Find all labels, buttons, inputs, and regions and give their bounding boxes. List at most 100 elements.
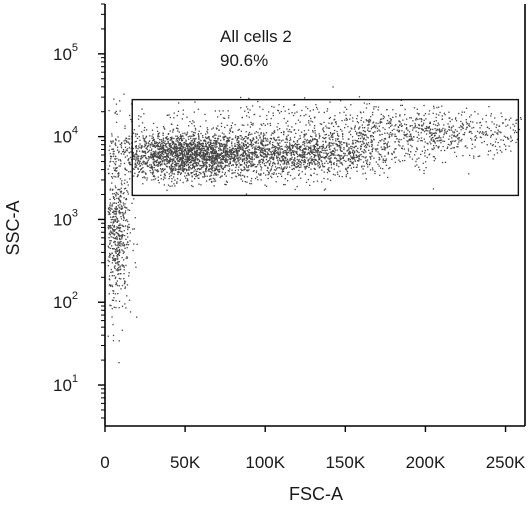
event-dot (226, 140, 227, 141)
event-dot (441, 129, 442, 130)
event-dot (253, 163, 254, 164)
event-dot (262, 141, 263, 142)
event-dot (171, 123, 172, 124)
event-dot (366, 161, 367, 162)
event-dot (418, 167, 419, 168)
event-dot (113, 222, 114, 223)
event-dot (229, 137, 230, 138)
event-dot (141, 131, 142, 132)
event-dot (118, 247, 119, 248)
event-dot (193, 160, 194, 161)
event-dot (426, 133, 427, 134)
event-dot (185, 177, 186, 178)
event-dot (391, 119, 392, 120)
event-dot (305, 114, 306, 115)
event-dot (113, 290, 114, 291)
event-dot (116, 104, 117, 105)
event-dot (209, 166, 210, 167)
event-dot (171, 181, 172, 182)
event-dot (233, 160, 234, 161)
event-dot (447, 131, 448, 132)
event-dot (314, 148, 315, 149)
event-dot (388, 153, 389, 154)
event-dot (281, 111, 282, 112)
event-dot (271, 177, 272, 178)
event-dot (249, 109, 250, 110)
event-dot (233, 152, 234, 153)
event-dot (317, 152, 318, 153)
event-dot (175, 168, 176, 169)
event-dot (141, 158, 142, 159)
event-dot (196, 162, 197, 163)
event-dot (370, 169, 371, 170)
event-dot (186, 170, 187, 171)
event-dot (193, 171, 194, 172)
event-dot (317, 108, 318, 109)
event-dot (271, 106, 272, 107)
event-dot (188, 136, 189, 137)
event-dot (274, 146, 275, 147)
event-dot (360, 159, 361, 160)
event-dot (476, 122, 477, 123)
event-dot (289, 142, 290, 143)
event-dot (254, 133, 255, 134)
event-dot (377, 151, 378, 152)
event-dot (492, 145, 493, 146)
event-dot (224, 174, 225, 175)
event-dot (164, 129, 165, 130)
event-dot (141, 145, 142, 146)
event-dot (144, 130, 145, 131)
event-dot (236, 140, 237, 141)
event-dot (181, 163, 182, 164)
event-dot (221, 126, 222, 127)
event-dot (115, 145, 116, 146)
event-dot (197, 144, 198, 145)
event-dot (193, 158, 194, 159)
event-dot (239, 150, 240, 151)
event-dot (186, 165, 187, 166)
event-dot (323, 178, 324, 179)
event-dot (128, 171, 129, 172)
event-dot (510, 118, 511, 119)
event-dot (345, 124, 346, 125)
event-dot (313, 161, 314, 162)
event-dot (322, 156, 323, 157)
event-dot (115, 307, 116, 308)
event-dot (217, 170, 218, 171)
event-dot (343, 153, 344, 154)
event-dot (470, 131, 471, 132)
event-dot (198, 138, 199, 139)
event-dot (245, 136, 246, 137)
event-dot (407, 130, 408, 131)
event-dot (118, 273, 119, 274)
event-dot (143, 161, 144, 162)
event-dot (404, 132, 405, 133)
event-dot (336, 144, 337, 145)
event-dot (285, 111, 286, 112)
event-dot (114, 268, 115, 269)
event-dot (353, 150, 354, 151)
event-dot (295, 189, 296, 190)
event-dot (336, 160, 337, 161)
event-dot (146, 158, 147, 159)
event-dot (357, 115, 358, 116)
event-dot (324, 166, 325, 167)
event-dot (169, 186, 170, 187)
event-dot (191, 140, 192, 141)
event-dot (171, 175, 172, 176)
event-dot (412, 159, 413, 160)
event-dot (377, 123, 378, 124)
event-dot (372, 167, 373, 168)
event-dot (434, 133, 435, 134)
event-dot (122, 330, 123, 331)
event-dot (332, 143, 333, 144)
event-dot (456, 120, 457, 121)
event-dot (213, 181, 214, 182)
event-dot (198, 184, 199, 185)
event-dot (286, 138, 287, 139)
event-dot (209, 179, 210, 180)
event-dot (239, 145, 240, 146)
event-dot (297, 162, 298, 163)
event-dot (287, 152, 288, 153)
event-dot (398, 160, 399, 161)
